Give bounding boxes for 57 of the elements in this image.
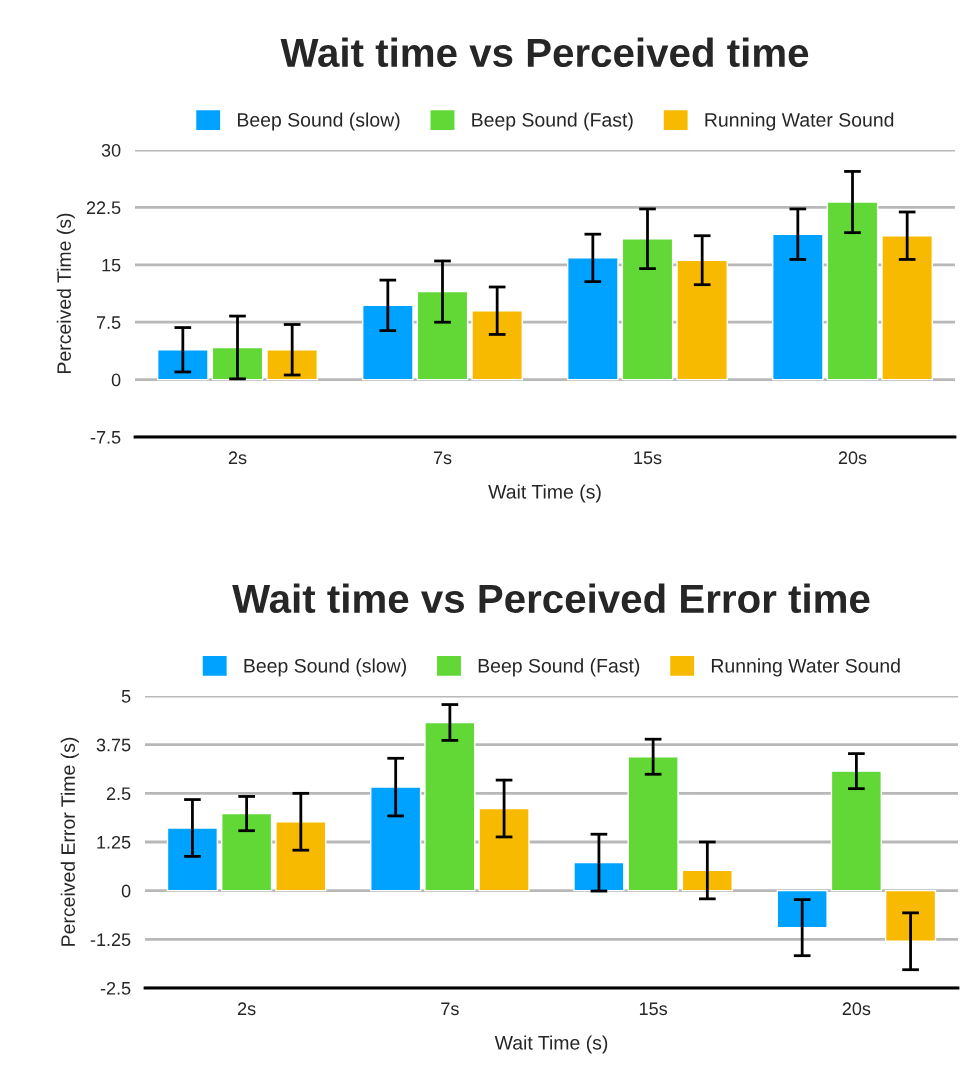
y-tick-label: 0 — [111, 373, 121, 387]
y-tick-label: -1.25 — [90, 933, 131, 947]
y-axis-title: Perceived Error Time (s) — [60, 737, 79, 946]
x-tick-label: 20s — [838, 451, 867, 465]
y-tick-label: 30 — [101, 143, 121, 157]
y-tick-label: 7.5 — [96, 316, 121, 329]
bar — [676, 259, 729, 381]
bar — [275, 821, 327, 892]
bar — [211, 346, 264, 381]
bar — [471, 310, 524, 381]
y-tick-label: 3.75 — [96, 738, 131, 752]
y-tick-label: 0 — [121, 884, 131, 898]
bar — [681, 869, 733, 892]
x-tick-label: 2s — [228, 451, 247, 465]
bar — [776, 889, 828, 929]
legend-label: Beep Sound (Fast) — [472, 112, 633, 131]
x-tick-label: 15s — [634, 451, 662, 465]
bar — [566, 257, 619, 381]
x-axis-title: Wait Time (s) — [488, 484, 601, 503]
y-tick-label: 5 — [121, 690, 131, 703]
y-axis-title: Perceived Time (s) — [56, 213, 75, 373]
legend-label: Running Water Sound — [705, 112, 894, 131]
bar — [627, 756, 679, 892]
x-tick-label: 7s — [433, 451, 452, 465]
x-axis-title: Wait Time (s) — [494, 1035, 608, 1054]
bar — [166, 827, 219, 892]
legend-label: Beep Sound (slow) — [237, 112, 400, 131]
bar — [416, 290, 469, 381]
bar — [361, 304, 414, 381]
y-tick-label: 15 — [102, 258, 121, 272]
y-tick-label: -7.5 — [90, 431, 121, 444]
bar — [156, 349, 209, 381]
bar — [881, 235, 934, 381]
bar — [830, 770, 883, 892]
bar — [370, 786, 422, 892]
legend-label: Running Water Sound — [711, 658, 900, 677]
y-tick-label: -2.5 — [100, 981, 131, 995]
bar — [771, 233, 824, 381]
bar — [826, 201, 879, 381]
bar — [573, 861, 625, 892]
x-tick-label: 20s — [842, 1002, 871, 1016]
legend-label: Beep Sound (Fast) — [478, 658, 640, 677]
bar — [884, 889, 937, 942]
legend-label: Beep Sound (slow) — [244, 658, 406, 677]
x-tick-label: 15s — [639, 1002, 668, 1016]
chart-title: Wait time vs Perceived time — [280, 37, 809, 68]
bar — [478, 807, 530, 892]
bar — [220, 812, 273, 892]
bar — [621, 238, 674, 381]
y-tick-label: 22.5 — [86, 201, 121, 215]
bar — [424, 721, 476, 892]
x-tick-label: 2s — [238, 1002, 256, 1016]
y-tick-label: 2.5 — [106, 787, 131, 801]
x-tick-label: 7s — [441, 1002, 459, 1016]
chart-title: Wait time vs Perceived Error time — [232, 583, 870, 614]
bar — [266, 349, 319, 381]
y-tick-label: 1.25 — [97, 835, 131, 849]
